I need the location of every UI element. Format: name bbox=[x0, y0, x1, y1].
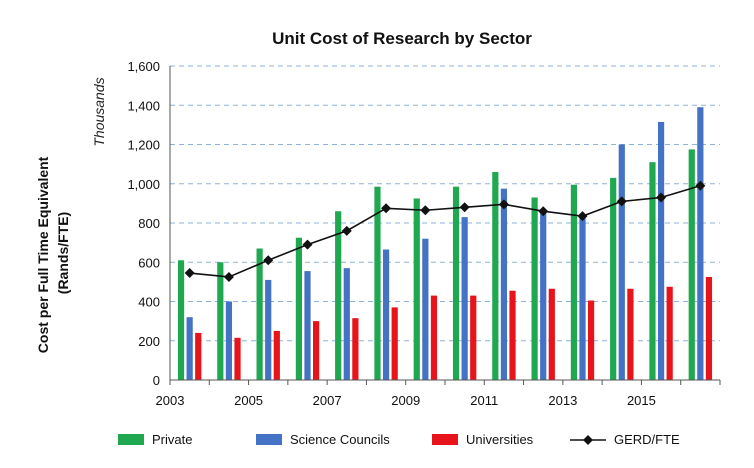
bar-universities bbox=[548, 288, 555, 380]
bar-universities bbox=[352, 318, 359, 380]
gerd-fte-point bbox=[223, 271, 234, 282]
bar-science-councils bbox=[618, 144, 625, 380]
bar-private bbox=[295, 237, 302, 380]
y-tick-label: 0 bbox=[153, 373, 160, 388]
y-tick-labels: 0 200 400 600 800 1,000 1,200 1,400 1,600 bbox=[127, 59, 160, 388]
x-tick-labels: 2003 2005 2007 2009 2011 2013 2015 bbox=[156, 393, 656, 408]
x-tick-label: 2013 bbox=[548, 393, 577, 408]
y-tick-label: 1,400 bbox=[127, 98, 160, 113]
x-tick-label: 2009 bbox=[391, 393, 420, 408]
y-tick-label: 1,200 bbox=[127, 138, 160, 153]
bar-private bbox=[649, 162, 656, 380]
bar-science-councils bbox=[265, 279, 272, 380]
legend-swatch-universities bbox=[432, 434, 458, 445]
bar-private bbox=[492, 171, 499, 380]
gerd-line bbox=[184, 180, 706, 282]
bar-private bbox=[374, 186, 381, 380]
bar-science-councils bbox=[304, 271, 311, 380]
y-tick-label: 400 bbox=[138, 295, 160, 310]
bar-private bbox=[452, 186, 460, 380]
bar-universities bbox=[470, 295, 477, 380]
gerd-fte-point bbox=[420, 205, 431, 216]
bar-private bbox=[688, 149, 695, 380]
gerd-fte-point bbox=[616, 196, 627, 207]
gerd-fte-point bbox=[184, 268, 195, 279]
bar-private bbox=[217, 262, 224, 380]
bar-private bbox=[177, 260, 185, 380]
bars bbox=[177, 107, 713, 381]
legend-label-science-councils: Science Councils bbox=[290, 432, 390, 447]
x-tick-label: 2007 bbox=[313, 393, 342, 408]
gerd-fte-point bbox=[459, 202, 470, 213]
bar-universities bbox=[627, 288, 634, 380]
bar-science-councils bbox=[500, 188, 508, 380]
gerd-fte-point bbox=[695, 180, 706, 191]
x-tick-label: 2011 bbox=[470, 393, 498, 408]
bar-private bbox=[531, 197, 538, 380]
x-tick-label: 2005 bbox=[234, 393, 263, 408]
legend-label-universities: Universities bbox=[466, 432, 534, 447]
bar-science-councils bbox=[422, 238, 429, 380]
y-tick-label: 1,600 bbox=[127, 59, 160, 74]
bar-science-councils bbox=[697, 107, 704, 381]
bar-universities bbox=[313, 321, 320, 380]
y-axis-unit-label: Thousands bbox=[91, 77, 107, 146]
bar-science-councils bbox=[579, 217, 586, 380]
bar-private bbox=[570, 184, 577, 380]
gerd-fte-point bbox=[341, 225, 352, 236]
bar-universities bbox=[666, 286, 673, 380]
bar-science-councils bbox=[461, 217, 468, 380]
bar-universities bbox=[391, 307, 398, 380]
x-tick-label: 2003 bbox=[156, 393, 185, 408]
bar-private bbox=[610, 177, 617, 380]
legend-label-private: Private bbox=[152, 432, 192, 447]
gerd-fte-point bbox=[498, 199, 509, 210]
bar-universities bbox=[509, 290, 516, 380]
gridlines bbox=[170, 65, 720, 342]
bar-universities bbox=[273, 330, 280, 380]
y-axis-title-line-1: Cost per Full Time Equivalent bbox=[35, 156, 51, 353]
bar-science-councils bbox=[382, 249, 390, 380]
gerd-fte-point bbox=[381, 203, 392, 214]
bar-private bbox=[413, 198, 420, 380]
bar-science-councils bbox=[186, 317, 193, 380]
x-tick-label: 2015 bbox=[627, 393, 656, 408]
bar-science-councils bbox=[540, 213, 547, 380]
bar-science-councils bbox=[343, 268, 350, 380]
bar-private bbox=[256, 248, 263, 380]
y-axis-title-line-2: (Rands/FTE) bbox=[55, 212, 71, 294]
bar-science-councils bbox=[225, 301, 233, 380]
bar-private bbox=[335, 211, 342, 380]
gerd-fte-line bbox=[189, 184, 701, 278]
bar-universities bbox=[430, 295, 438, 380]
y-tick-label: 600 bbox=[138, 255, 160, 270]
gerd-fte-point bbox=[263, 255, 274, 266]
bar-universities bbox=[588, 300, 595, 380]
legend-label-gerd-fte: GERD/FTE bbox=[614, 432, 680, 447]
legend: Private Science Councils Universities GERD/… bbox=[118, 432, 680, 447]
bar-universities bbox=[705, 276, 713, 380]
y-tick-label: 800 bbox=[138, 216, 160, 231]
legend-marker-gerd-fte bbox=[583, 435, 593, 445]
bar-universities bbox=[195, 332, 202, 380]
y-axis-title: Cost per Full Time Equivalent (Rands/FTE… bbox=[35, 153, 71, 353]
bar-universities bbox=[234, 337, 241, 380]
y-tick-label: 1,000 bbox=[127, 177, 160, 192]
gerd-fte-point bbox=[302, 239, 313, 250]
axes bbox=[169, 66, 721, 385]
legend-swatch-private bbox=[118, 434, 144, 445]
legend-swatch-science-councils bbox=[256, 434, 282, 445]
gerd-fte-point bbox=[538, 206, 549, 217]
gerd-fte-point bbox=[577, 211, 588, 222]
chart-title: Unit Cost of Research by Sector bbox=[272, 29, 532, 48]
bar-science-councils bbox=[657, 121, 665, 381]
gerd-fte-point bbox=[656, 192, 667, 203]
y-tick-label: 200 bbox=[138, 334, 160, 349]
